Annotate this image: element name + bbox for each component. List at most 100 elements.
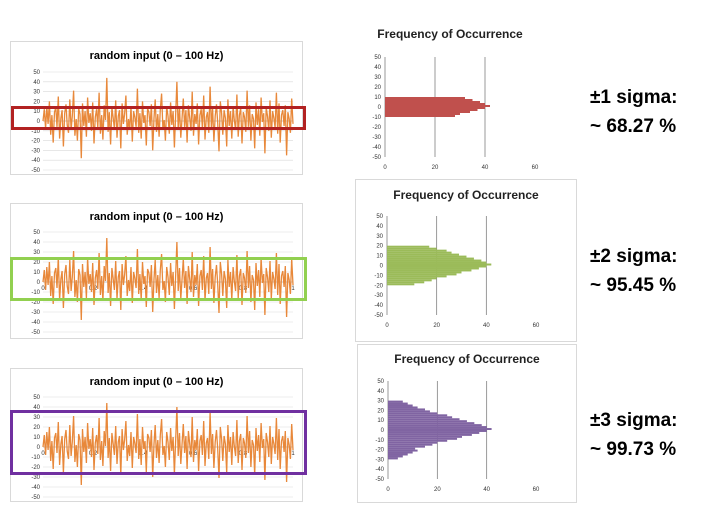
y-tick-label: 50 bbox=[33, 395, 40, 401]
histogram-bar bbox=[387, 261, 487, 264]
y-tick-label: 0 bbox=[37, 119, 41, 125]
histogram-bar bbox=[388, 414, 448, 417]
sigma-percent-3: ~ 99.73 % bbox=[590, 439, 677, 460]
histogram-bar bbox=[385, 97, 465, 99]
histogram-bar bbox=[388, 420, 467, 423]
y-tick-label: 50 bbox=[376, 214, 383, 220]
y-tick-label: 10 bbox=[33, 270, 40, 276]
y-tick-label: -10 bbox=[374, 273, 383, 279]
sigma-percent-2: ~ 95.45 % bbox=[590, 275, 677, 296]
y-tick-label: -20 bbox=[31, 139, 40, 145]
y-tick-label: -40 bbox=[375, 467, 384, 473]
histogram-bar bbox=[388, 422, 475, 425]
sigma-label-2: ±2 sigma: ~ 95.45 % bbox=[590, 242, 678, 300]
y-tick-label: 50 bbox=[377, 379, 384, 385]
histogram-bar bbox=[388, 437, 458, 440]
sigma-label-1: ±1 sigma: ~ 68.27 % bbox=[590, 83, 678, 141]
histogram-bar bbox=[388, 412, 438, 415]
timeseries-title-3: random input (0 – 100 Hz) bbox=[89, 376, 224, 388]
y-tick-label: -20 bbox=[374, 283, 383, 289]
y-tick-label: 40 bbox=[33, 240, 40, 246]
histogram-bar bbox=[385, 103, 485, 105]
histogram-bar bbox=[388, 404, 413, 407]
histogram-bar bbox=[387, 257, 474, 260]
y-tick-label: -20 bbox=[31, 465, 40, 471]
histogram-bar bbox=[387, 267, 479, 270]
histogram-bar bbox=[387, 269, 472, 272]
histogram-bar bbox=[388, 426, 487, 429]
y-tick-label: -20 bbox=[31, 300, 40, 306]
histogram-bar bbox=[388, 433, 472, 436]
histogram-bar bbox=[388, 430, 487, 432]
y-tick-label: 10 bbox=[33, 435, 40, 441]
y-tick-label: -40 bbox=[374, 303, 383, 309]
y-tick-label: 0 bbox=[381, 428, 385, 434]
y-tick-label: 0 bbox=[378, 105, 382, 111]
histogram-bar bbox=[388, 449, 418, 452]
y-tick-label: 20 bbox=[33, 99, 40, 105]
y-tick-label: -40 bbox=[31, 485, 40, 491]
y-tick-label: 40 bbox=[376, 224, 383, 230]
histogram-bar bbox=[388, 424, 482, 427]
y-tick-label: 10 bbox=[377, 418, 384, 424]
y-tick-label: 0 bbox=[380, 264, 384, 270]
y-tick-label: 30 bbox=[33, 250, 40, 256]
histogram-bar bbox=[388, 445, 425, 448]
x-tick-label: 0 bbox=[385, 323, 389, 329]
sigma-range-1: ±1 sigma: bbox=[590, 87, 678, 108]
y-tick-label: 20 bbox=[33, 425, 40, 431]
y-tick-label: -50 bbox=[31, 330, 40, 336]
histogram-bar bbox=[388, 451, 413, 454]
histogram-bar bbox=[387, 251, 452, 254]
histogram-bar bbox=[387, 277, 437, 280]
histogram-bar bbox=[388, 410, 430, 413]
x-tick-label: 0 bbox=[383, 165, 387, 171]
y-tick-label: -50 bbox=[372, 155, 381, 161]
y-tick-label: -50 bbox=[375, 477, 384, 483]
timeseries-chart-2: random input (0 – 100 Hz) 50 40 30 20 10 0 -10… bbox=[10, 203, 303, 339]
histogram-bar bbox=[388, 457, 398, 460]
histogram-bar bbox=[388, 441, 438, 444]
y-tick-label: 50 bbox=[33, 70, 40, 76]
y-tick-label: -30 bbox=[31, 148, 40, 154]
histogram-title-3: Frequency of Occurrence bbox=[394, 352, 540, 366]
sigma-percent-1: ~ 68.27 % bbox=[590, 116, 677, 137]
histogram-chart-3: Frequency of Occurrence 50 40 30 20 10 0 -10 -2… bbox=[357, 344, 577, 503]
y-tick-label: 30 bbox=[374, 75, 381, 81]
y-tick-label: -50 bbox=[31, 168, 40, 174]
y-tick-label: -40 bbox=[31, 320, 40, 326]
x-tick-label: 0 bbox=[41, 286, 45, 292]
x-tick-label: 0 bbox=[386, 487, 390, 493]
y-tick-label: -30 bbox=[372, 135, 381, 141]
y-tick-label: -10 bbox=[375, 438, 384, 444]
y-tick-label: 10 bbox=[374, 95, 381, 101]
x-tick-label: 20 bbox=[433, 323, 440, 329]
sigma-range-2: ±2 sigma: bbox=[590, 246, 678, 267]
histogram-bar bbox=[388, 400, 403, 403]
x-tick-label: 40 bbox=[483, 487, 490, 493]
histogram-title-1: Frequency of Occurrence bbox=[377, 27, 523, 41]
timeseries-chart-3: random input (0 – 100 Hz) 50 40 30 20 10 0 -10… bbox=[10, 368, 303, 502]
highlight-band-3 bbox=[10, 410, 307, 475]
y-tick-label: -30 bbox=[31, 475, 40, 481]
y-tick-label: 30 bbox=[33, 90, 40, 96]
highlight-band-1 bbox=[11, 106, 306, 130]
y-tick-label: -10 bbox=[372, 115, 381, 121]
histogram-bar bbox=[387, 279, 432, 282]
y-tick-label: -10 bbox=[31, 129, 40, 135]
y-tick-label: 20 bbox=[377, 408, 384, 414]
y-tick-label: 30 bbox=[377, 399, 384, 405]
histogram-chart-1: Frequency of Occurrence 50 40 30 20 10 0 -10 -2… bbox=[330, 16, 570, 177]
histogram-bar bbox=[387, 249, 447, 252]
histogram-bar bbox=[385, 111, 470, 113]
histogram-bar bbox=[387, 275, 447, 278]
y-tick-label: -10 bbox=[31, 290, 40, 296]
x-tick-label: 0 bbox=[41, 451, 45, 457]
y-tick-label: 10 bbox=[376, 254, 383, 260]
histogram-bar bbox=[385, 113, 460, 115]
histogram-bar bbox=[387, 245, 430, 248]
y-tick-label: -30 bbox=[374, 293, 383, 299]
